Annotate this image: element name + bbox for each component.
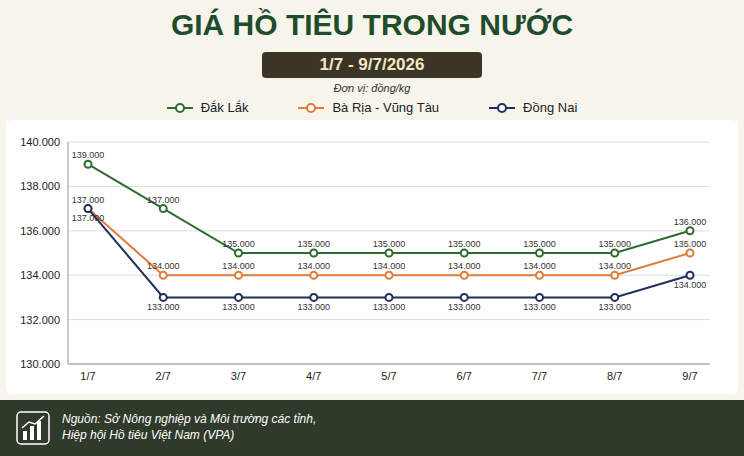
svg-text:135.000: 135.000	[373, 239, 406, 249]
svg-text:7/7: 7/7	[532, 370, 547, 382]
svg-text:134.000: 134.000	[297, 261, 330, 271]
svg-text:137.000: 137.000	[72, 213, 105, 223]
svg-text:6/7: 6/7	[457, 370, 472, 382]
svg-text:134.000: 134.000	[598, 261, 631, 271]
svg-text:138.000: 138.000	[20, 180, 60, 192]
svg-text:8/7: 8/7	[607, 370, 622, 382]
svg-text:136.000: 136.000	[674, 217, 707, 227]
svg-text:136.000: 136.000	[20, 225, 60, 237]
svg-text:135.000: 135.000	[674, 239, 707, 249]
svg-text:1/7: 1/7	[80, 370, 95, 382]
svg-text:135.000: 135.000	[598, 239, 631, 249]
html-text:1/7 - 9/7/2026: 1/7 - 9/7/2026	[319, 55, 425, 74]
svg-text:137.000: 137.000	[147, 195, 180, 205]
svg-text:140.000: 140.000	[20, 136, 60, 148]
svg-text:133.000: 133.000	[147, 302, 180, 312]
svg-text:132.000: 132.000	[20, 314, 60, 326]
svg-text:133.000: 133.000	[523, 302, 556, 312]
svg-text:9/7: 9/7	[682, 370, 697, 382]
html-text:Đồng Nai: Đồng Nai	[523, 100, 578, 115]
html-text:Bà Rịa - Vũng Tàu: Bà Rịa - Vũng Tàu	[332, 100, 440, 115]
svg-text:2/7: 2/7	[156, 370, 171, 382]
svg-text:133.000: 133.000	[373, 302, 406, 312]
svg-text:135.000: 135.000	[297, 239, 330, 249]
html-text:Đắk Lắk: Đắk Lắk	[200, 100, 249, 115]
svg-text:5/7: 5/7	[381, 370, 396, 382]
svg-text:134.000: 134.000	[147, 261, 180, 271]
svg-text:133.000: 133.000	[598, 302, 631, 312]
svg-text:133.000: 133.000	[297, 302, 330, 312]
svg-text:134.000: 134.000	[448, 261, 481, 271]
svg-text:134.000: 134.000	[674, 280, 707, 290]
svg-text:134.000: 134.000	[523, 261, 556, 271]
svg-text:134.000: 134.000	[373, 261, 406, 271]
svg-text:135.000: 135.000	[523, 239, 556, 249]
svg-text:3/7: 3/7	[231, 370, 246, 382]
svg-text:130.000: 130.000	[20, 358, 60, 370]
svg-text:133.000: 133.000	[222, 302, 255, 312]
svg-text:133.000: 133.000	[448, 302, 481, 312]
svg-text:139.000: 139.000	[72, 150, 105, 160]
html-text:GIÁ HỒ TIÊU TRONG NƯỚC: GIÁ HỒ TIÊU TRONG NƯỚC	[170, 8, 574, 41]
html-text:Nguồn: Sở Nông nghiệp và Môi t: Nguồn: Sở Nông nghiệp và Môi trường các …	[62, 412, 317, 426]
svg-text:134.000: 134.000	[20, 269, 60, 281]
svg-text:134.000: 134.000	[222, 261, 255, 271]
svg-text:137.000: 137.000	[72, 195, 105, 205]
svg-text:4/7: 4/7	[306, 370, 321, 382]
svg-text:135.000: 135.000	[222, 239, 255, 249]
svg-text:135.000: 135.000	[448, 239, 481, 249]
html-text:Đơn vị: đồng/kg: Đơn vị: đồng/kg	[333, 82, 411, 94]
html-text:Hiệp hội Hồ tiêu Việt Nam (VPA: Hiệp hội Hồ tiêu Việt Nam (VPA)	[62, 428, 235, 442]
